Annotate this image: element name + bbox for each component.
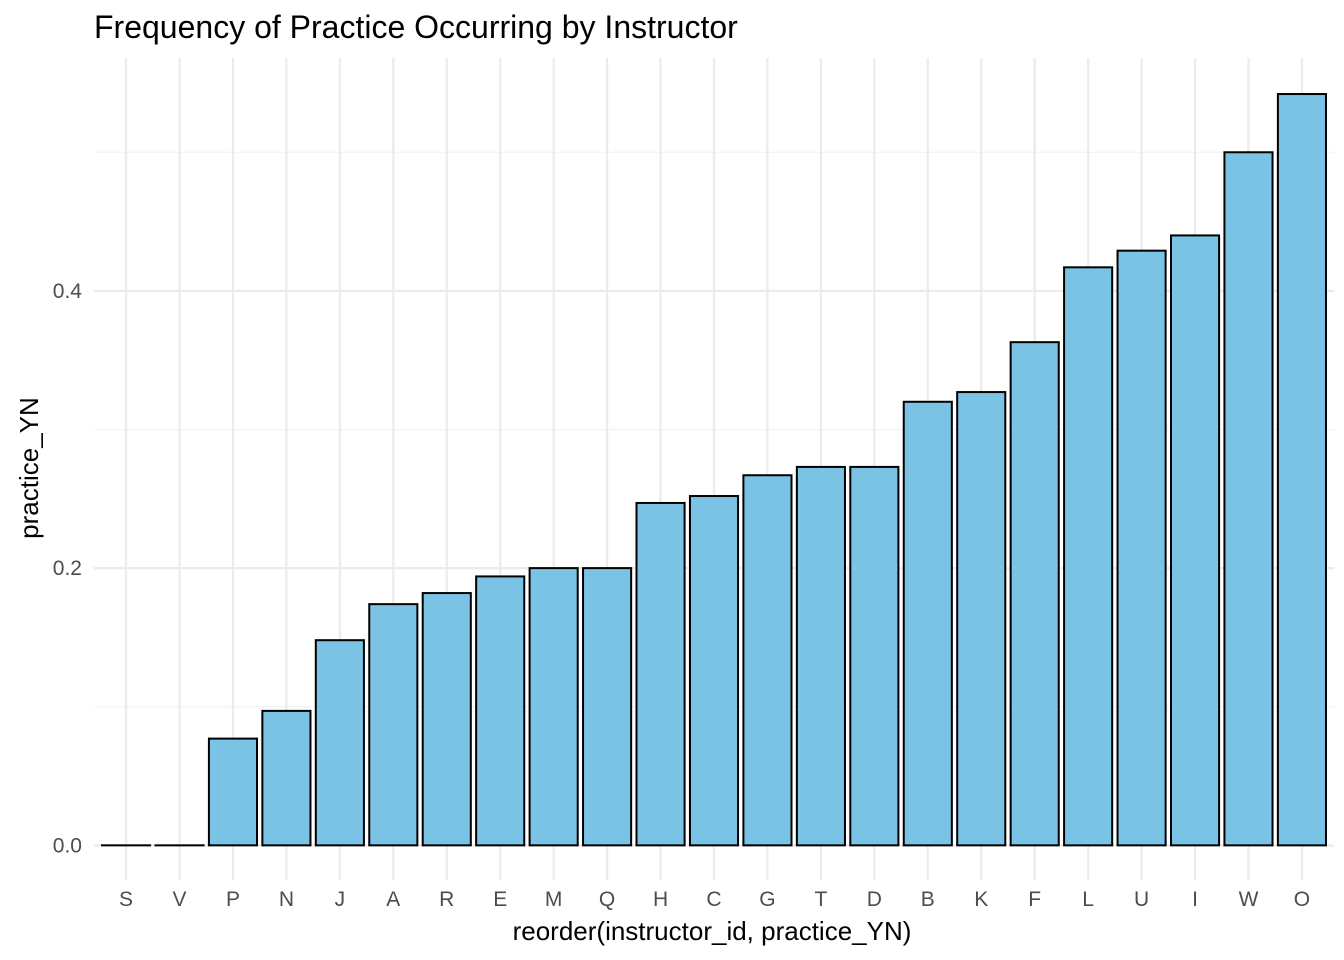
bar-B <box>902 400 953 847</box>
bar-L <box>1063 266 1114 847</box>
x-tick-label: S <box>119 888 133 911</box>
x-tick-label: G <box>759 888 775 911</box>
x-tick-label: M <box>545 888 563 911</box>
x-tick-label: C <box>706 888 721 911</box>
bar-J <box>314 639 365 847</box>
bar-I <box>1169 234 1221 847</box>
bar-O <box>1276 93 1327 847</box>
x-tick-label: F <box>1028 888 1041 911</box>
x-tick-label: B <box>921 888 935 911</box>
x-tick-label: R <box>439 888 454 911</box>
x-axis-title: reorder(instructor_id, practice_YN) <box>513 916 912 946</box>
x-tick-label: O <box>1294 888 1310 911</box>
bar-F <box>1009 341 1060 847</box>
y-tick-labels: 0.0 0.2 0.4 <box>53 280 83 857</box>
y-tick-label: 0.0 <box>53 834 82 857</box>
bars <box>101 93 1327 847</box>
x-tick-label: J <box>335 888 346 911</box>
bar-U <box>1116 249 1167 847</box>
bar-A <box>368 603 419 847</box>
chart-title: Frequency of Practice Occurring by Instr… <box>94 9 738 45</box>
x-tick-label: D <box>867 888 882 911</box>
x-tick-label: Q <box>599 888 615 911</box>
x-tick-label: T <box>814 888 827 911</box>
x-tick-label: P <box>226 888 240 911</box>
bar-D <box>849 465 900 847</box>
x-tick-label: E <box>493 888 507 911</box>
x-tick-label: L <box>1082 888 1094 911</box>
bar-E <box>475 575 526 847</box>
x-tick-label: A <box>386 888 400 911</box>
bar-P <box>207 737 259 847</box>
bar-G <box>742 474 793 847</box>
bar-W <box>1223 151 1274 847</box>
bar-H <box>635 501 686 847</box>
bar-K <box>956 391 1007 847</box>
y-axis-title: practice_YN <box>14 397 44 539</box>
bar-C <box>688 495 740 847</box>
x-tick-label: U <box>1134 888 1149 911</box>
x-tick-label: W <box>1239 888 1259 911</box>
bar-Q <box>582 567 633 847</box>
y-tick-label: 0.4 <box>53 280 83 303</box>
bar-T <box>795 465 846 847</box>
bar-M <box>528 567 579 847</box>
bar-N <box>261 709 312 847</box>
bar-R <box>421 592 472 847</box>
y-tick-label: 0.2 <box>53 557 82 580</box>
x-tick-label: H <box>653 888 668 911</box>
x-tick-label: V <box>173 888 187 911</box>
x-tick-label: K <box>974 888 988 911</box>
x-tick-label: I <box>1192 888 1198 911</box>
x-tick-label: N <box>279 888 294 911</box>
